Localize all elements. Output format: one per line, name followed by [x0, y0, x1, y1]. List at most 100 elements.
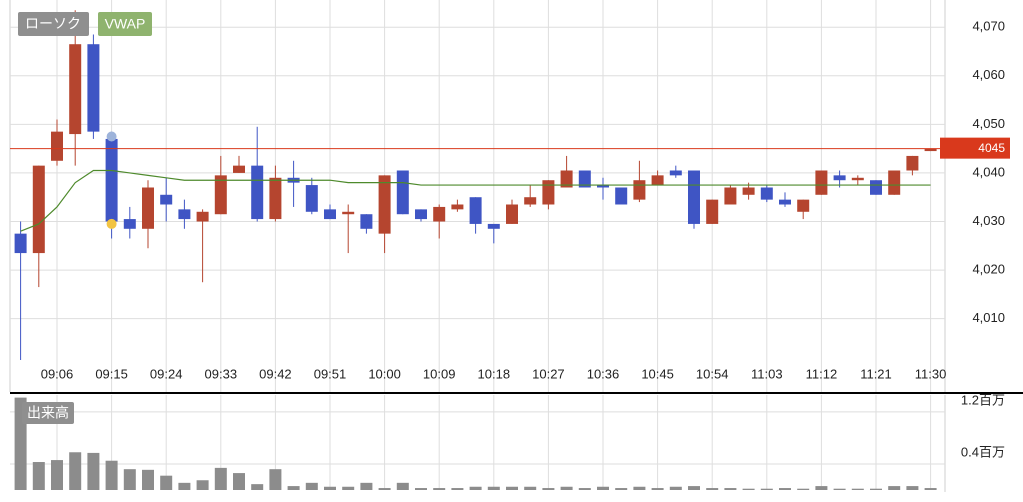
x-tick-label: 11:30: [915, 366, 947, 381]
x-tick-label: 10:27: [532, 366, 565, 381]
candle-body: [651, 175, 664, 186]
x-tick-label: 10:54: [696, 366, 729, 381]
volume-bar: [815, 486, 828, 490]
volume-bar: [396, 482, 409, 490]
candle-body: [833, 175, 846, 181]
panel-title-box: [22, 402, 74, 424]
candle-body: [214, 175, 227, 215]
volume-bar: [305, 482, 318, 490]
candle-body: [451, 204, 464, 210]
x-tick-label: 10:36: [587, 366, 620, 381]
price-label: 4045: [978, 141, 1005, 155]
candle-body: [724, 187, 737, 205]
x-tick-label: 11:12: [806, 366, 838, 381]
candle-body: [524, 197, 537, 205]
y-tick-label: 4,060: [972, 67, 1005, 82]
candle-body: [506, 204, 518, 224]
candle-body: [14, 233, 27, 254]
y-tick-label: 4,030: [972, 213, 1005, 228]
x-tick-label: 11:03: [751, 366, 783, 381]
volume-bar: [69, 452, 82, 490]
volume-bar: [506, 486, 518, 490]
candle-body: [578, 170, 591, 188]
volume-bar: [688, 486, 700, 490]
x-tick-label: 10:45: [641, 366, 674, 381]
volume-bar: [87, 452, 100, 490]
legend-label[interactable]: VWAP: [105, 16, 146, 32]
candle-body: [615, 187, 628, 205]
x-tick-label: 09:24: [150, 366, 183, 381]
volume-bar: [633, 486, 646, 490]
volume-bar: [324, 486, 336, 490]
legend-box[interactable]: [18, 12, 89, 36]
candle-body: [487, 223, 500, 229]
candle-body: [69, 44, 82, 135]
volume-bar: [32, 462, 45, 490]
marker: [106, 218, 117, 229]
candle-body: [360, 214, 373, 229]
vwap-line: [20, 169, 931, 232]
candle-body: [888, 170, 901, 195]
candle-body: [906, 155, 919, 171]
volume-bar: [851, 488, 864, 490]
candle-body: [560, 170, 573, 188]
candle-body: [542, 180, 555, 205]
candle-body: [305, 185, 318, 212]
candle-body: [196, 211, 209, 222]
x-tick-label: 09:33: [205, 366, 238, 381]
legend-box[interactable]: [98, 12, 152, 36]
candle-body: [415, 209, 427, 220]
candle-body: [378, 175, 391, 234]
x-tick-label: 10:00: [368, 366, 401, 381]
x-tick-label: 11:21: [860, 366, 892, 381]
volume-bar: [906, 486, 919, 490]
candle-body: [742, 187, 755, 195]
volume-bar: [105, 460, 118, 490]
volume-bar: [833, 488, 846, 490]
price-label-box: [940, 137, 1010, 159]
x-tick-label: 09:06: [41, 366, 74, 381]
volume-bar: [178, 482, 191, 490]
x-tick-label: 09:15: [95, 366, 128, 381]
panel-title: 出来高: [27, 405, 69, 421]
candle-body: [324, 209, 336, 220]
candle-body: [760, 187, 773, 200]
volume-bar: [524, 486, 537, 490]
candle-body: [870, 180, 882, 195]
volume-bar: [578, 488, 591, 490]
candle-body: [433, 206, 446, 222]
volume-bar: [123, 469, 136, 490]
y-tick-label: 1.2百万: [961, 392, 1005, 407]
candle-body: [688, 170, 700, 224]
candle-body: [779, 199, 791, 205]
x-tick-label: 09:51: [314, 366, 347, 381]
volume-bar: [269, 469, 282, 490]
candle-body: [851, 177, 864, 181]
candle-body: [815, 170, 828, 195]
legend-label[interactable]: ローソク: [25, 16, 81, 32]
volume-bar: [870, 488, 882, 490]
volume-bar: [360, 482, 373, 490]
candle-body: [51, 131, 63, 161]
candle-body: [160, 194, 173, 205]
volume-bar: [797, 488, 810, 490]
candle-body: [105, 138, 118, 222]
candle-body: [251, 165, 264, 220]
volume-bar: [342, 486, 355, 490]
candle-body: [233, 165, 245, 173]
y-tick-label: 4,050: [972, 116, 1005, 131]
x-tick-label: 09:42: [259, 366, 292, 381]
marker: [106, 131, 117, 142]
volume-bar: [542, 488, 555, 490]
candle-body: [178, 209, 191, 220]
volume-bar: [742, 488, 755, 490]
volume-bar: [142, 469, 154, 490]
plot: 4,010 4,020 4,030 4,040 4,050 4,060 4,070 09:06…: [10, 0, 1010, 490]
candle-body: [269, 177, 282, 220]
volume-bar: [214, 467, 227, 490]
volume-bar: [487, 486, 500, 490]
candle-body: [123, 219, 136, 229]
volume-bar: [669, 486, 682, 490]
volume-bar: [560, 486, 573, 490]
